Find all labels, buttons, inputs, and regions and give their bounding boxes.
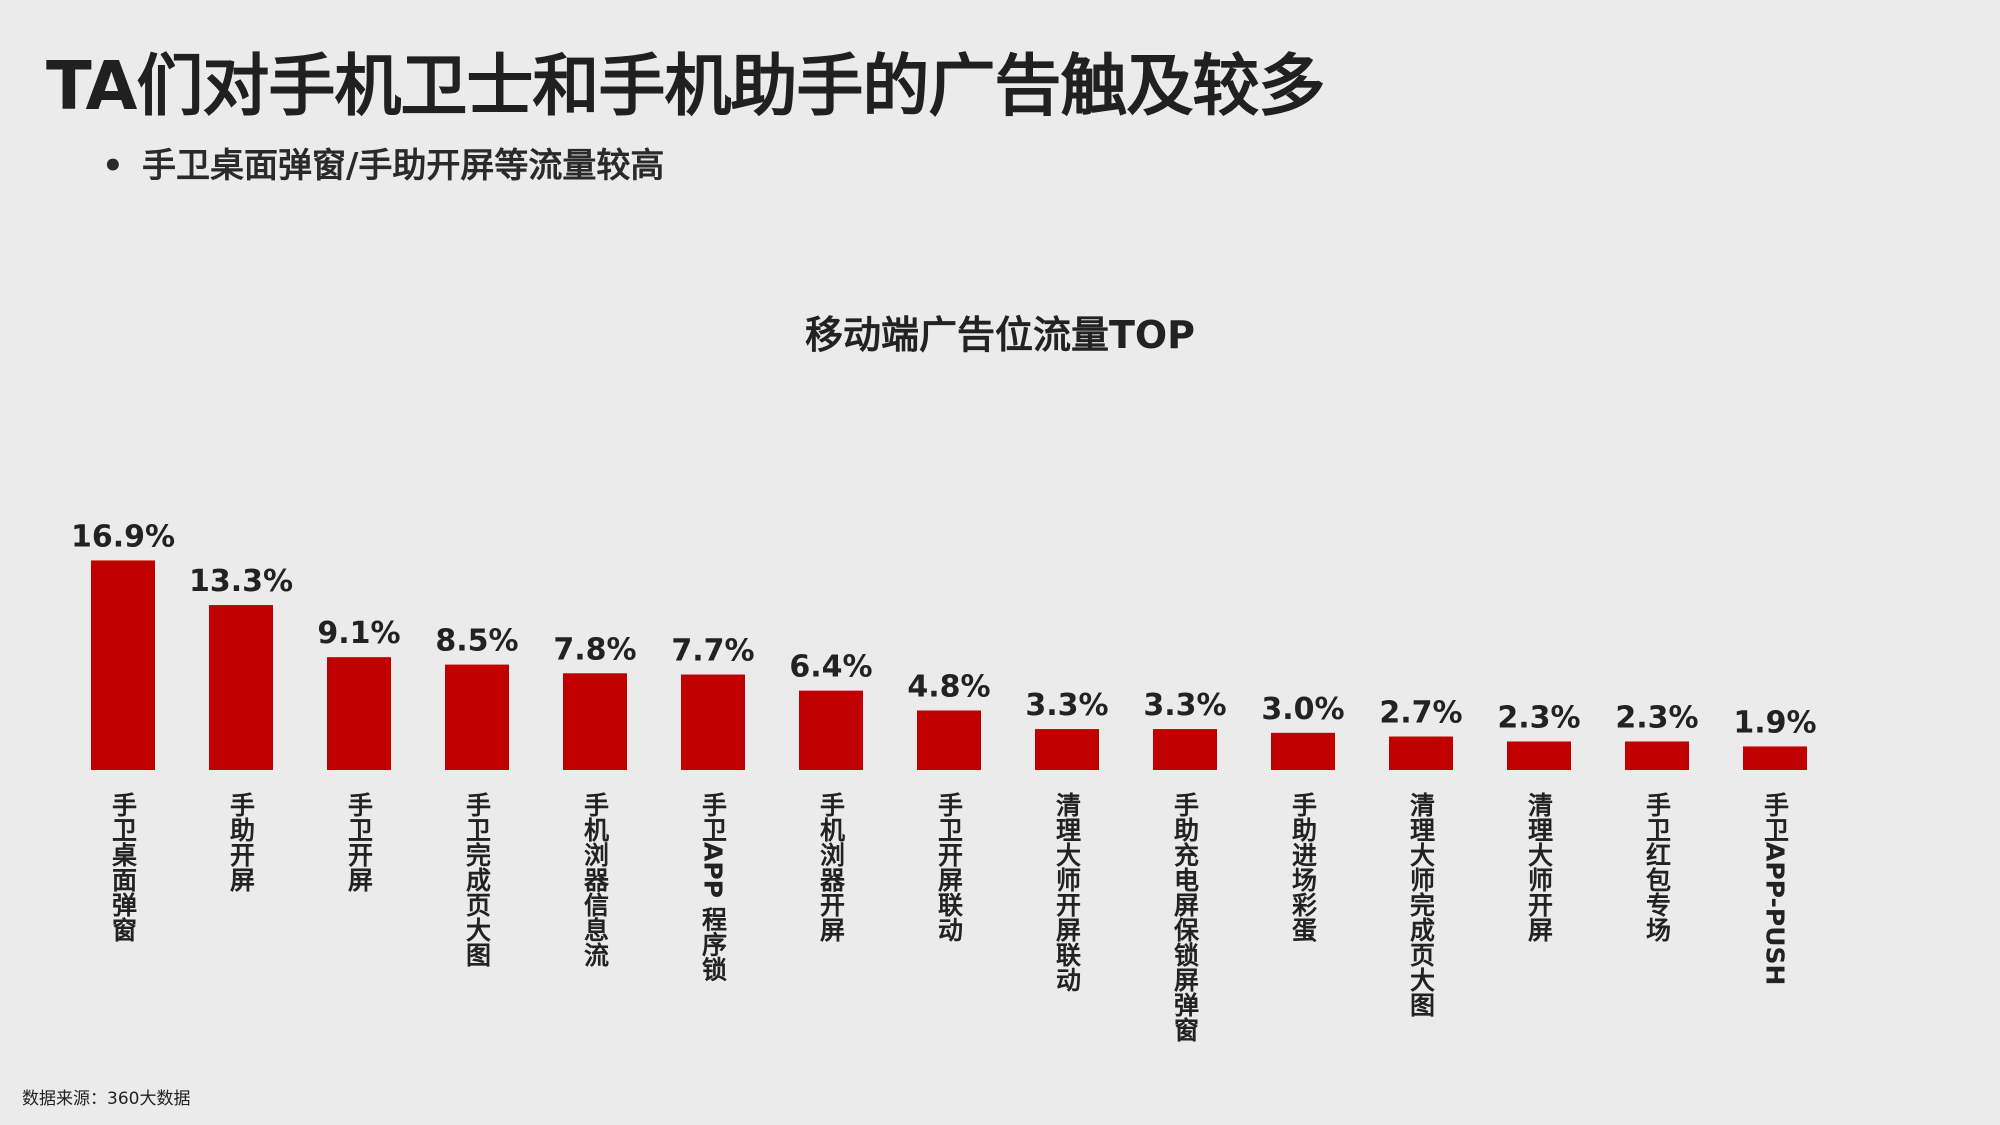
bar bbox=[445, 664, 509, 770]
category-label: 清理大师开屏 bbox=[1525, 792, 1554, 943]
subtitle-row: • 手卫桌面弹窗/手助开屏等流量较高 bbox=[102, 138, 664, 187]
bar bbox=[563, 673, 627, 770]
data-label: 2.3% bbox=[1615, 700, 1698, 735]
data-label: 2.3% bbox=[1497, 700, 1580, 735]
data-label: 3.0% bbox=[1261, 692, 1344, 727]
bar bbox=[209, 605, 273, 770]
data-label: 4.8% bbox=[907, 669, 990, 704]
data-label: 2.7% bbox=[1379, 696, 1462, 731]
category-label: 手卫红包专场 bbox=[1643, 792, 1672, 942]
data-label: 13.3% bbox=[189, 564, 293, 599]
subtitle-text: 手卫桌面弹窗/手助开屏等流量较高 bbox=[142, 146, 665, 186]
bar bbox=[91, 560, 155, 770]
data-label: 16.9% bbox=[71, 519, 175, 554]
category-label: 清理大师完成页大图 bbox=[1407, 792, 1436, 1017]
category-label: 手助开屏 bbox=[227, 792, 256, 893]
category-label: 手机浏器开屏 bbox=[817, 792, 847, 943]
category-label: 手机浏器信息流 bbox=[581, 792, 611, 967]
bar bbox=[1389, 736, 1453, 770]
data-label: 3.3% bbox=[1143, 688, 1226, 723]
bar bbox=[1035, 729, 1099, 770]
bar bbox=[327, 657, 391, 770]
bar bbox=[1507, 741, 1571, 770]
category-label: 手助进场彩蛋 bbox=[1289, 792, 1318, 943]
data-label: 8.5% bbox=[435, 624, 518, 659]
category-label: 清理大师开屏联动 bbox=[1053, 792, 1082, 993]
bar bbox=[1743, 746, 1807, 770]
bar bbox=[799, 690, 863, 770]
bullet-point: • bbox=[102, 146, 124, 186]
data-label: 7.8% bbox=[553, 632, 636, 667]
data-label: 9.1% bbox=[317, 616, 400, 651]
bar bbox=[681, 674, 745, 770]
bar bbox=[1153, 729, 1217, 770]
category-label: 手卫APP 程序锁 bbox=[699, 792, 728, 983]
bar bbox=[917, 710, 981, 770]
bar bbox=[1625, 741, 1689, 770]
category-label: 手卫开屏联动 bbox=[935, 792, 964, 943]
data-label: 6.4% bbox=[789, 650, 872, 685]
data-label: 1.9% bbox=[1733, 705, 1816, 740]
data-label: 3.3% bbox=[1025, 688, 1108, 723]
category-label: 手卫APP-PUSH bbox=[1761, 792, 1790, 985]
data-label: 7.7% bbox=[671, 634, 754, 669]
source-note: 数据来源：360大数据 bbox=[22, 1089, 191, 1109]
bar bbox=[1271, 732, 1335, 770]
category-label: 手卫开屏 bbox=[345, 792, 374, 893]
category-label: 手助充电屏保锁屏弹窗 bbox=[1171, 792, 1201, 1042]
chart-title: 移动端广告位流量TOP bbox=[804, 313, 1196, 357]
page-title: TA们对手机卫士和手机助手的广告触及较多 bbox=[46, 47, 1325, 125]
category-label: 手卫桌面弹窗 bbox=[109, 792, 138, 942]
category-label: 手卫完成页大图 bbox=[463, 792, 492, 967]
